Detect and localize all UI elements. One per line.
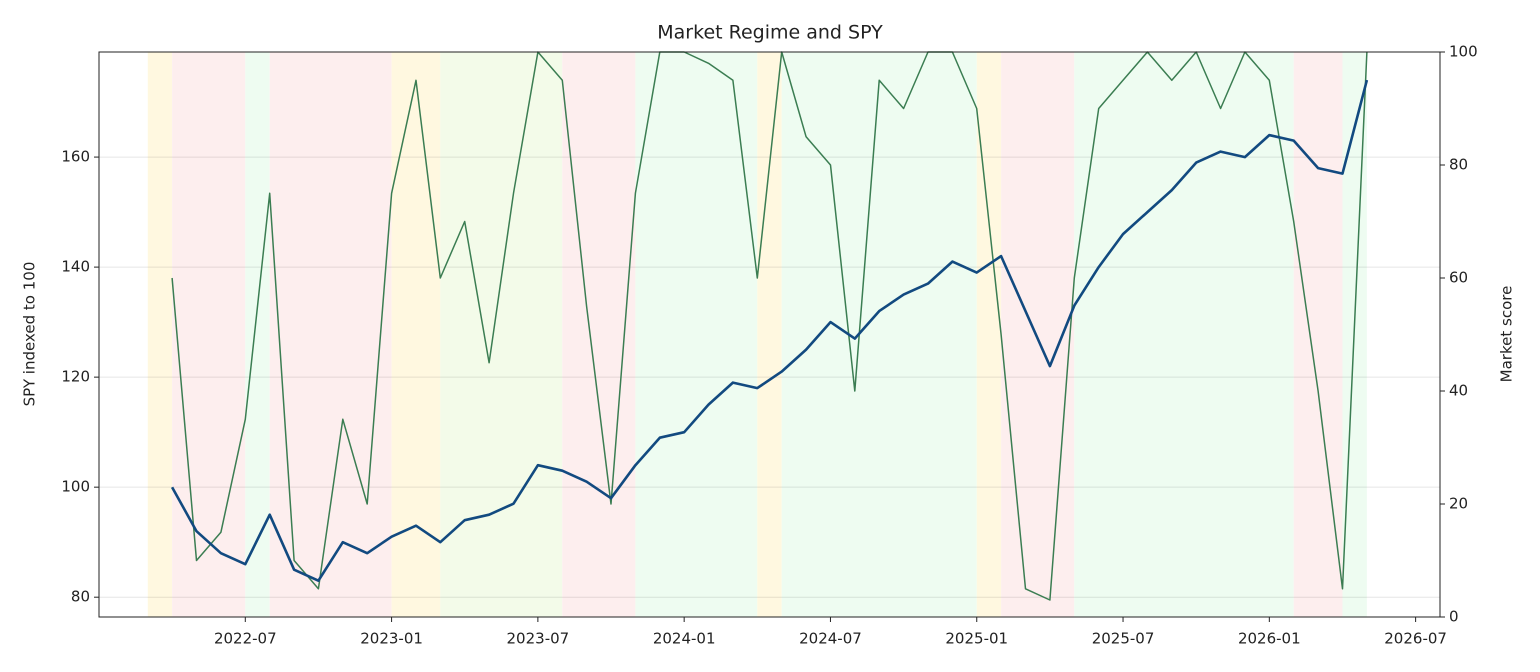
regime-band [172,52,246,617]
regime-band [757,52,782,617]
y-tick-label: 140 [61,258,90,276]
y-axis-label: SPY indexed to 100 [21,262,39,407]
plot-frame [98,51,1441,618]
regime-band [781,52,977,617]
series-line [170,79,1369,582]
chart-title: Market Regime and SPY [657,22,883,44]
y2-tick-label: 100 [1449,43,1478,61]
y-tick-label: 80 [71,588,90,606]
regime-band [245,52,270,617]
regime-band [1074,52,1294,617]
y2-tick-label: 80 [1449,156,1468,174]
x-tick-label: 2025-07 [1092,630,1155,648]
regime-band [391,52,441,617]
y2-axis-label: Market score [1498,286,1516,383]
y-tick-label: 120 [61,368,90,386]
y-tick-label: 160 [61,148,90,166]
x-tick-label: 2024-01 [653,630,716,648]
x-tick-label: 2026-01 [1238,630,1301,648]
regime-band [269,52,392,617]
y2-tick-label: 0 [1449,608,1459,626]
regime-band [440,52,563,617]
x-tick-label: 2026-07 [1384,630,1447,648]
x-tick-label: 2023-07 [507,630,570,648]
y2-tick-label: 20 [1449,495,1468,513]
regime-band [562,52,636,617]
y-tick-label: 100 [61,478,90,496]
x-tick-label: 2023-01 [360,630,423,648]
y2-tick-label: 40 [1449,382,1468,400]
series-line [171,51,1368,601]
x-tick-label: 2025-01 [945,630,1008,648]
x-tick-label: 2022-07 [214,630,277,648]
y2-tick-label: 60 [1449,269,1468,287]
regime-band [147,52,173,617]
x-tick-label: 2024-07 [799,630,862,648]
regime-band [635,52,758,617]
